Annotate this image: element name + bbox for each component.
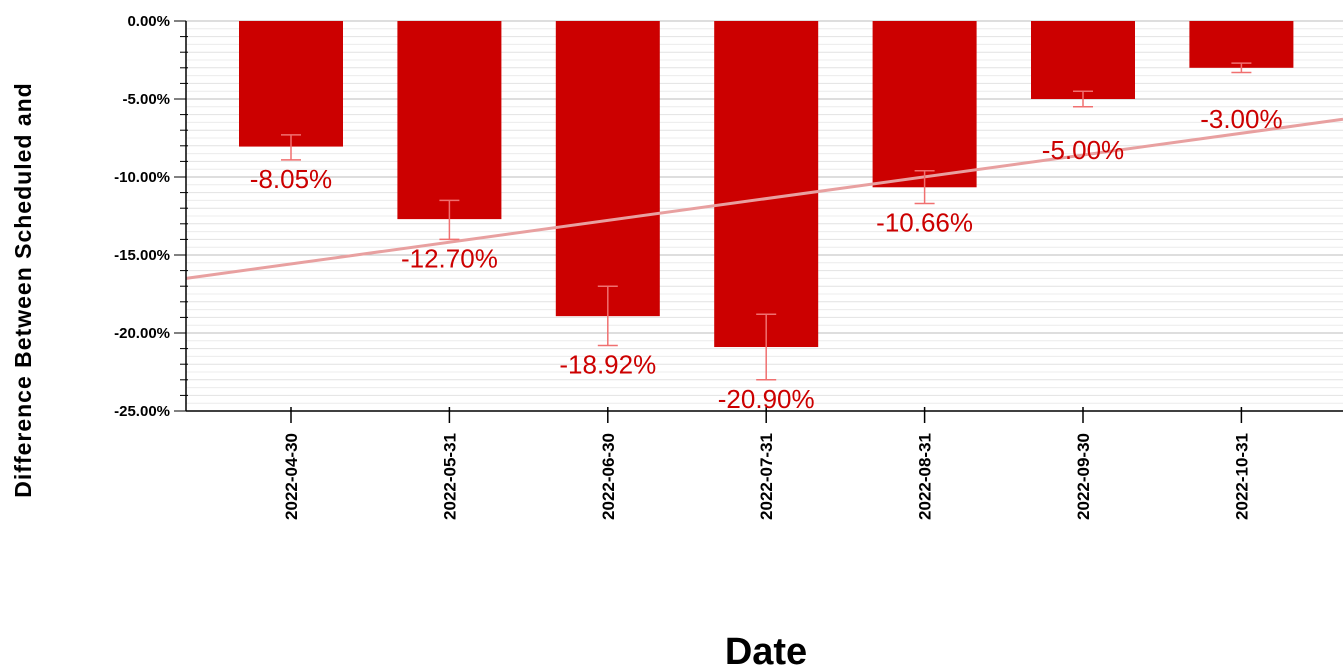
x-tick-label: 2022-07-31 — [757, 433, 776, 520]
error-bar — [914, 170, 935, 205]
x-tick-label: 2022-06-30 — [599, 433, 618, 520]
error-bars — [281, 62, 1252, 381]
bar — [555, 21, 660, 317]
x-tick-label: 2022-08-31 — [916, 433, 935, 520]
error-bar — [597, 285, 618, 347]
y-tick-label: -15.00% — [114, 247, 170, 264]
data-labels: -8.05% -12.70% -18.92% -20.90% -10.66% -5.00%… — [250, 104, 1283, 414]
bar — [714, 21, 819, 348]
trendline — [185, 117, 1343, 280]
x-tick-label: 2022-04-30 — [282, 433, 301, 520]
bar — [1189, 21, 1294, 68]
x-tick-label: 2022-10-31 — [1232, 433, 1251, 520]
trendline-layer — [185, 117, 1343, 280]
y-tick-label: -10.00% — [114, 169, 170, 186]
x-axis-title: Date — [725, 631, 807, 666]
error-bar — [1231, 62, 1252, 74]
y-tick-label: -20.00% — [114, 325, 170, 342]
data-label: -18.92% — [559, 349, 656, 379]
bars — [239, 21, 1294, 348]
y-tick-label: -5.00% — [122, 91, 170, 108]
bar — [239, 21, 343, 147]
y-tick-label: -25.00% — [114, 403, 170, 420]
y-tick-label: 0.00% — [127, 13, 170, 30]
error-bar — [1073, 90, 1093, 108]
error-bar — [439, 199, 460, 241]
x-tick-label: 2022-05-31 — [440, 433, 459, 520]
bar — [397, 21, 502, 220]
data-label: -8.05% — [250, 164, 332, 194]
data-label: -5.00% — [1042, 135, 1124, 165]
x-tick-label: 2022-09-30 — [1074, 433, 1093, 520]
error-bar — [756, 313, 777, 381]
axes: 0.00% -5.00% -10.00% -15.00% -20.00% -25.00% 2… — [114, 13, 1343, 520]
data-label: -3.00% — [1200, 104, 1282, 134]
data-label: -20.90% — [718, 384, 815, 414]
error-bar — [281, 134, 301, 161]
y-axis-title: Difference Between Scheduled and — [10, 82, 36, 497]
data-label: -12.70% — [401, 243, 498, 273]
data-label: -10.66% — [876, 208, 973, 238]
bar — [872, 21, 977, 188]
bar — [1031, 21, 1135, 99]
